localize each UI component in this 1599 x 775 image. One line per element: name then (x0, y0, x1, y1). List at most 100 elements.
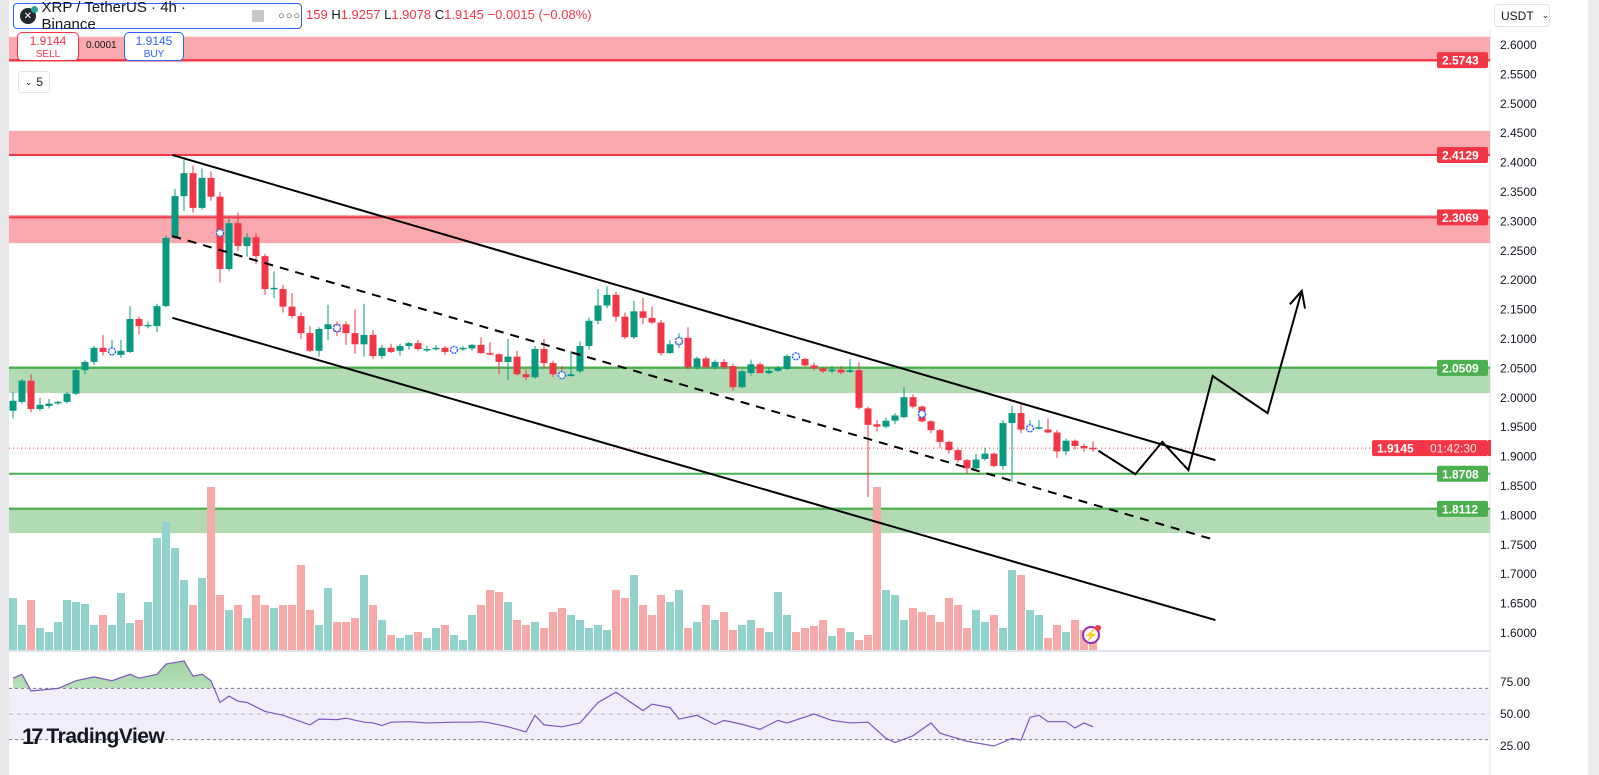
candle-body (495, 354, 503, 362)
volume-bar (1035, 615, 1043, 650)
volume-bar (711, 620, 719, 650)
volume-bar (207, 487, 215, 650)
volume-bar (792, 632, 800, 650)
volume-bar (657, 595, 665, 650)
rsi-tick-label: 25.00 (1500, 739, 1530, 753)
volume-bar (432, 628, 440, 650)
candle-body (666, 344, 674, 354)
lightning-icon[interactable]: ⚡ (1082, 625, 1101, 644)
candle-body (324, 324, 332, 330)
volume-bar (522, 625, 530, 650)
candle-body (981, 453, 989, 459)
volume-bar (756, 628, 764, 650)
volume-bar (747, 620, 755, 650)
candle-body (576, 346, 584, 372)
volume-bar (702, 605, 710, 650)
volume-bar (972, 610, 980, 650)
volume-bar (603, 630, 611, 650)
volume-bar (612, 590, 620, 650)
volume-bar (180, 580, 188, 650)
candle-body (54, 401, 62, 404)
right-scrollbar[interactable] (1588, 0, 1599, 775)
candle-body (540, 348, 548, 364)
volume-bar (99, 615, 107, 650)
rsi-tick-label: 75.00 (1500, 675, 1530, 689)
resistance-zone (9, 36, 1490, 63)
candle-body (990, 453, 998, 467)
volume-bar (990, 615, 998, 650)
candle-body (207, 177, 215, 197)
volume-bar (1062, 632, 1070, 650)
ohlc-low: 1.9078 (391, 7, 432, 22)
volume-bar (540, 628, 548, 650)
currency-select[interactable]: USDT ⌄ (1494, 4, 1550, 27)
volume-bar (828, 636, 836, 650)
spread-value: 0.0001 (86, 40, 117, 51)
candle-body (243, 237, 251, 247)
volume-bar (846, 632, 854, 650)
volume-bar (450, 635, 458, 650)
price-tick-label: 2.3500 (1500, 185, 1537, 199)
more-dots-icon[interactable]: ○○○ (278, 10, 301, 22)
volume-bar (441, 625, 449, 650)
candle-body (117, 350, 125, 355)
volume-bar (621, 598, 629, 650)
candle-body (567, 374, 575, 377)
candle-body (261, 256, 269, 290)
volume-bar (927, 615, 935, 650)
volume-bar (810, 626, 818, 650)
candle-body (1071, 440, 1079, 447)
candle-body (315, 329, 323, 351)
chevron-down-icon: ⌄ (1541, 10, 1550, 20)
volume-bar (225, 610, 233, 650)
candle-body (639, 311, 647, 318)
volume-bar (45, 632, 53, 650)
symbol-title[interactable]: ✕ XRP / TetherUS · 4h · Binance ○○○ (13, 0, 302, 33)
price-label-text: 1.8112 (1442, 502, 1478, 516)
buy-button[interactable]: 1.9145 BUY (124, 32, 184, 61)
candle-body (882, 420, 890, 427)
candle-body (630, 311, 638, 338)
candle-body (585, 320, 593, 347)
flag-icon[interactable] (252, 10, 265, 22)
candle-body (873, 424, 881, 427)
volume-bar (405, 635, 413, 650)
candle-body (27, 380, 35, 409)
candle-body (810, 365, 818, 369)
volume-bar (198, 578, 206, 650)
candle-body (198, 177, 206, 208)
volume-bar (1053, 625, 1061, 650)
volume-bar (36, 628, 44, 650)
volume-bar (729, 630, 737, 650)
volume-bar (234, 605, 242, 650)
price-tick-label: 2.4000 (1500, 156, 1537, 170)
price-label-text: 2.3069 (1442, 211, 1479, 225)
volume-bar (351, 618, 359, 650)
candle-body (342, 324, 350, 334)
volume-bar (495, 592, 503, 650)
candle-body (855, 370, 863, 408)
sell-button[interactable]: 1.9144 SELL (17, 32, 79, 61)
candle-body (531, 348, 539, 378)
candle-body (369, 334, 377, 357)
candle-body (801, 358, 809, 366)
volume-bar (396, 638, 404, 650)
candle-body (621, 316, 629, 338)
candle-body (171, 196, 179, 238)
candle-body (180, 173, 188, 197)
volume-bar (90, 625, 98, 650)
indicators-toggle-button[interactable]: ⌄ 5 (18, 71, 50, 93)
volume-bar (594, 625, 602, 650)
candle-body (513, 356, 521, 375)
price-tick-label: 2.3000 (1500, 214, 1537, 228)
candle-body (657, 322, 665, 354)
price-tick-label: 2.1000 (1500, 332, 1537, 346)
candle-body (81, 361, 89, 371)
projection-path (1097, 290, 1303, 476)
tradingview-logo[interactable]: 17 TradingView (22, 724, 165, 749)
xrp-logo-icon: ✕ (20, 6, 38, 24)
candle-body (720, 361, 728, 368)
candle-body (486, 353, 494, 355)
rsi-tick-label: 50.00 (1500, 707, 1530, 721)
